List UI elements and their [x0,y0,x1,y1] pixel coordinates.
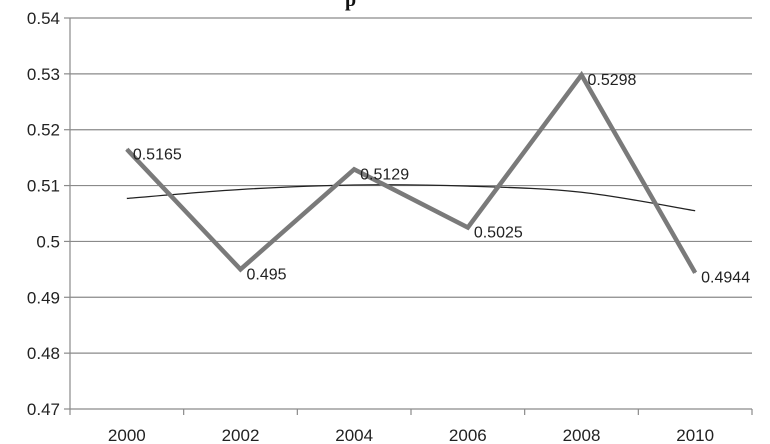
trendline-curve [126,184,696,212]
data-label: 0.4944 [701,270,750,287]
y-tick-label: 0.53 [27,65,60,84]
data-point [240,268,241,270]
data-label: 0.5025 [474,224,523,241]
chart-title-fragment: p [345,0,356,11]
data-label: 0.5298 [588,72,637,89]
x-tick-label: 2006 [449,426,487,444]
y-tick-label: 0.52 [27,121,60,140]
y-axis-tick-labels: 0.47 0.48 0.49 0.5 0.51 0.52 0.53 0.54 [27,9,60,419]
y-tick-label: 0.49 [27,288,60,307]
data-point [467,226,469,228]
y-tick-label: 0.51 [27,177,60,196]
trendline [126,184,696,212]
data-point [581,74,582,76]
x-tick-label: 2000 [108,426,146,444]
x-axis-tick-labels: 2000 2002 2004 2006 2008 2010 [108,426,714,444]
data-point [126,148,128,150]
y-tick-label: 0.5 [36,232,60,251]
series [125,70,698,274]
series-line [125,70,698,274]
gridlines [70,17,752,354]
data-label: 0.495 [247,266,287,283]
x-tick-label: 2002 [222,426,260,444]
x-tick-label: 2008 [563,426,601,444]
data-label: 0.5165 [133,146,182,163]
data-point [694,272,696,274]
data-label: 0.5129 [360,166,409,183]
x-tick-label: 2004 [335,426,373,444]
x-tick-label: 2010 [676,426,714,444]
y-tick-label: 0.48 [27,344,60,363]
data-labels: 0.5165 0.495 0.5129 0.5025 0.5298 0.4944 [133,72,750,287]
axes [64,17,753,415]
y-tick-label: 0.54 [27,9,60,28]
y-tick-label: 0.47 [27,400,60,419]
data-point [353,168,355,170]
